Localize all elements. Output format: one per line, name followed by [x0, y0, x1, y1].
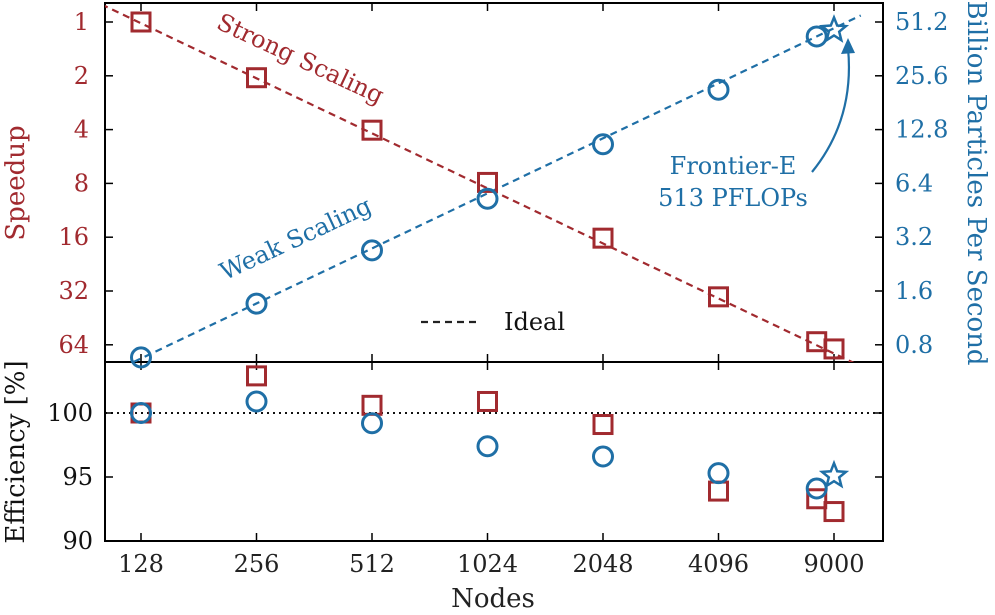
- strong-efficiency-point: [477, 390, 498, 412]
- weak-efficiency-point: [592, 445, 614, 468]
- strong-scaling-point: [130, 11, 152, 33]
- strong-scaling-point: [361, 119, 383, 141]
- top-panel-frame: [104, 2, 884, 363]
- strong-efficiency-point: [806, 488, 828, 510]
- strong-scaling-point: [708, 286, 729, 308]
- weak-efficiency-point: [130, 402, 152, 424]
- speedup-tick-label: 32: [58, 277, 89, 305]
- weak-scaling-point: [245, 292, 268, 315]
- efficiency-tick-label: 90: [62, 527, 93, 555]
- x-tick-label: 512: [349, 550, 395, 578]
- weak-scaling-point: [592, 133, 614, 156]
- weak-scaling-point: [361, 239, 383, 262]
- speedup-tick-label: 1: [74, 8, 89, 36]
- ideal-strong-line: [105, 4, 855, 362]
- frontier-arrow-head: [841, 38, 855, 54]
- speedup-tick-label: 8: [74, 169, 89, 197]
- strong-efficiency-point: [592, 414, 614, 436]
- bottom-panel-frame: [104, 361, 884, 542]
- weak-scaling-point: [707, 78, 730, 101]
- speedup-tick-label: 16: [58, 223, 89, 251]
- x-axis-title: Nodes: [451, 584, 535, 614]
- x-tick-label: 4096: [688, 550, 749, 578]
- efficiency-axis-title: Efficiency [%]: [1, 360, 31, 543]
- speedup-axis-title: Speedup: [1, 125, 31, 240]
- efficiency-tick-label: 100: [47, 399, 93, 427]
- strong-efficiency-point: [361, 394, 383, 416]
- weak-efficiency-point: [245, 390, 268, 413]
- strong-scaling-point: [823, 338, 845, 360]
- x-tick-label: 256: [234, 550, 280, 578]
- weak-efficiency-point: [805, 477, 828, 500]
- x-tick-label: 2048: [572, 550, 633, 578]
- strong-scaling-point: [477, 171, 498, 193]
- strong-scaling-point: [592, 227, 614, 249]
- rate-tick-label: 12.8: [895, 116, 948, 144]
- rate-tick-label: 51.2: [895, 8, 948, 36]
- weak-scaling-point: [476, 187, 499, 210]
- strong-efficiency-point: [823, 501, 845, 523]
- frontier-e-star: [818, 14, 850, 43]
- efficiency-tick-label: 95: [62, 463, 93, 491]
- weak-efficiency-point: [361, 412, 383, 435]
- strong-scaling-label: Strong Scaling: [213, 8, 389, 110]
- strong-efficiency-point: [246, 365, 267, 387]
- frontier-label-line2: 513 PFLOPs: [658, 184, 808, 212]
- speedup-tick-label: 64: [58, 331, 89, 359]
- frontier-label-line1: Frontier-E: [670, 152, 797, 180]
- weak-scaling-point: [805, 25, 828, 48]
- weak-scaling-label: Weak Scaling: [215, 191, 375, 286]
- frontier-e-efficiency-star: [818, 459, 850, 489]
- rate-tick-label: 0.8: [895, 331, 933, 359]
- rate-axis-title: Billion Particles Per Second: [961, 0, 991, 365]
- strong-efficiency-point: [708, 480, 729, 502]
- x-tick-label: 128: [118, 550, 164, 578]
- rate-tick-label: 6.4: [895, 169, 933, 197]
- legend-ideal-label: Ideal: [504, 308, 565, 336]
- speedup-tick-label: 4: [74, 116, 89, 144]
- weak-efficiency-point: [707, 462, 730, 485]
- frontier-arrow: [811, 47, 850, 173]
- rate-tick-label: 25.6: [895, 62, 948, 90]
- rate-tick-label: 1.6: [895, 277, 933, 305]
- x-tick-label: 1024: [457, 550, 518, 578]
- x-tick-label: 9000: [803, 550, 864, 578]
- rate-tick-label: 3.2: [895, 223, 933, 251]
- speedup-tick-label: 2: [74, 62, 89, 90]
- weak-scaling-point: [130, 346, 152, 369]
- strong-scaling-point: [246, 67, 267, 89]
- weak-efficiency-point: [476, 435, 499, 458]
